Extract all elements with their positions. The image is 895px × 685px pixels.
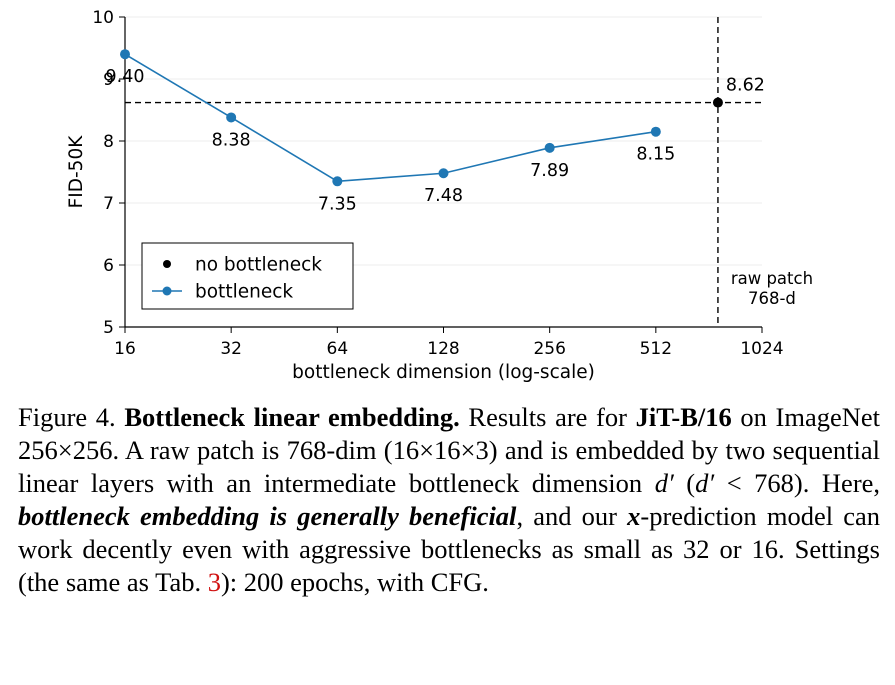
legend-marker-no-bottleneck: [163, 260, 171, 268]
figure-caption: Figure 4. Bottleneck linear embedding. R…: [18, 401, 880, 599]
x-symbol: x: [627, 501, 641, 531]
x-tick-label: 64: [327, 339, 349, 359]
x-tick-label: 32: [220, 339, 242, 359]
bottleneck-value-label: 9.40: [106, 67, 145, 87]
no-bottleneck-value-label: 8.62: [726, 76, 765, 96]
d-prime-symbol-2: d′: [695, 468, 715, 498]
caption-text-2: on ImageNet 256×256. A raw patch is 768-…: [18, 402, 881, 498]
legend-box: [141, 242, 354, 310]
caption-text-6: -prediction model can work decently even…: [18, 501, 881, 597]
caption-title: Bottleneck linear embedding.: [124, 402, 460, 432]
y-tick-label: 7: [103, 194, 114, 214]
y-tick-label: 8: [103, 132, 114, 152]
d-prime-symbol: d′: [654, 468, 674, 498]
y-tick-label: 5: [103, 318, 114, 338]
bottleneck-value-label: 7.89: [530, 161, 569, 181]
y-tick-label: 10: [92, 8, 114, 28]
x-tick-label: 512: [640, 339, 672, 359]
x-tick-label: 1024: [740, 339, 783, 359]
bottleneck-value-label: 8.15: [636, 145, 675, 165]
legend: no bottleneck bottleneck: [141, 242, 354, 310]
caption-text-4: < 768). Here,: [726, 468, 881, 498]
x-axis-label: bottleneck dimension (log-scale): [292, 362, 595, 383]
x-tick-label: 256: [533, 339, 565, 359]
caption-text-1: Results are for: [468, 402, 627, 432]
caption-text-7: ): 200 epochs, with CFG.: [220, 567, 489, 597]
no-bottleneck-point: [712, 97, 723, 108]
bottleneck-value-label: 7.35: [318, 194, 357, 214]
legend-label-no-bottleneck: no bottleneck: [195, 255, 322, 276]
figure-label: Figure 4.: [18, 402, 116, 432]
x-tick-label: 16: [114, 339, 136, 359]
bottleneck-value-label: 8.38: [212, 130, 251, 150]
raw-patch-dim-label: 768-d: [748, 289, 796, 308]
caption-text-5: , and our: [516, 501, 617, 531]
bottleneck-point: [120, 49, 130, 60]
legend-label-bottleneck: bottleneck: [195, 282, 293, 303]
bottleneck-point: [544, 142, 555, 153]
bottleneck-line: [124, 53, 656, 183]
y-tick-label: 6: [103, 256, 114, 276]
caption-emphasis: bottleneck embedding is generally benefi…: [18, 501, 517, 531]
axes: 5 6 7 8 9 10 16 32 64 128 256 512 1024 bottleneck dim…: [66, 8, 784, 383]
model-name: JiT-B/16: [635, 402, 732, 432]
series: 9.40 8.38 7.35 7.48 7.89 8.15 8.62: [106, 49, 765, 214]
bottleneck-value-label: 7.48: [424, 186, 463, 206]
bottleneck-point: [332, 176, 343, 187]
bottleneck-point: [650, 126, 661, 137]
y-axis-label: FID-50K: [66, 135, 87, 209]
x-tick-label: 128: [427, 339, 459, 359]
bottleneck-point: [226, 112, 237, 123]
raw-patch-label: raw patch: [731, 269, 813, 288]
caption-text-3: (: [686, 468, 696, 498]
table-reference-link[interactable]: 3: [207, 567, 221, 597]
legend-marker-bottleneck: [162, 286, 172, 296]
y-tick-label: 9: [103, 70, 114, 90]
bottleneck-point: [438, 168, 449, 179]
